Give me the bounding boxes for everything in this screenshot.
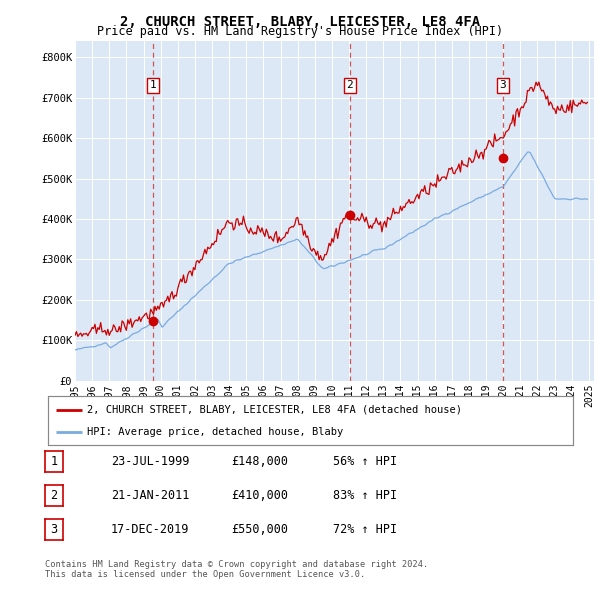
- Text: 3: 3: [499, 80, 506, 90]
- Text: £410,000: £410,000: [231, 489, 288, 502]
- Text: This data is licensed under the Open Government Licence v3.0.: This data is licensed under the Open Gov…: [45, 571, 365, 579]
- Text: 1: 1: [50, 455, 58, 468]
- Text: 2: 2: [50, 489, 58, 502]
- Text: 21-JAN-2011: 21-JAN-2011: [111, 489, 190, 502]
- Text: 56% ↑ HPI: 56% ↑ HPI: [333, 455, 397, 468]
- Text: 1: 1: [149, 80, 157, 90]
- Text: 3: 3: [50, 523, 58, 536]
- Text: 23-JUL-1999: 23-JUL-1999: [111, 455, 190, 468]
- Text: £148,000: £148,000: [231, 455, 288, 468]
- Text: £550,000: £550,000: [231, 523, 288, 536]
- Text: Price paid vs. HM Land Registry's House Price Index (HPI): Price paid vs. HM Land Registry's House …: [97, 25, 503, 38]
- Text: HPI: Average price, detached house, Blaby: HPI: Average price, detached house, Blab…: [88, 427, 344, 437]
- Text: 83% ↑ HPI: 83% ↑ HPI: [333, 489, 397, 502]
- Text: 17-DEC-2019: 17-DEC-2019: [111, 523, 190, 536]
- Text: 2: 2: [347, 80, 353, 90]
- Text: Contains HM Land Registry data © Crown copyright and database right 2024.: Contains HM Land Registry data © Crown c…: [45, 560, 428, 569]
- Text: 2, CHURCH STREET, BLABY, LEICESTER, LE8 4FA: 2, CHURCH STREET, BLABY, LEICESTER, LE8 …: [120, 15, 480, 29]
- Text: 72% ↑ HPI: 72% ↑ HPI: [333, 523, 397, 536]
- Text: 2, CHURCH STREET, BLABY, LEICESTER, LE8 4FA (detached house): 2, CHURCH STREET, BLABY, LEICESTER, LE8 …: [88, 405, 463, 415]
